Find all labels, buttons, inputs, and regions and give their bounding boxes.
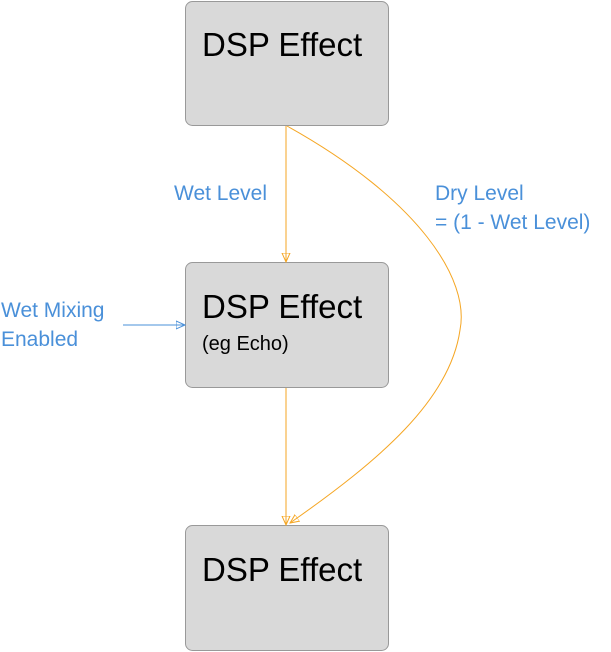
node-1: DSP Effect [185, 1, 389, 126]
dry-level-formula: = (1 - Wet Level) [435, 211, 590, 234]
node-2: DSP Effect (eg Echo) [185, 262, 389, 388]
wet-level-label: Wet Level [174, 182, 267, 205]
node-2-subtitle: (eg Echo) [202, 333, 289, 355]
node-2-title: DSP Effect [202, 288, 362, 325]
wet-mixing-enabled-label: Enabled [1, 328, 78, 351]
dry-level-label: Dry Level [435, 182, 524, 205]
node-3-title: DSP Effect [202, 551, 362, 588]
node-1-title: DSP Effect [202, 26, 362, 63]
wet-mixing-label: Wet Mixing [1, 299, 104, 322]
dry-level-arrow [286, 125, 462, 523]
node-3: DSP Effect [185, 525, 389, 651]
